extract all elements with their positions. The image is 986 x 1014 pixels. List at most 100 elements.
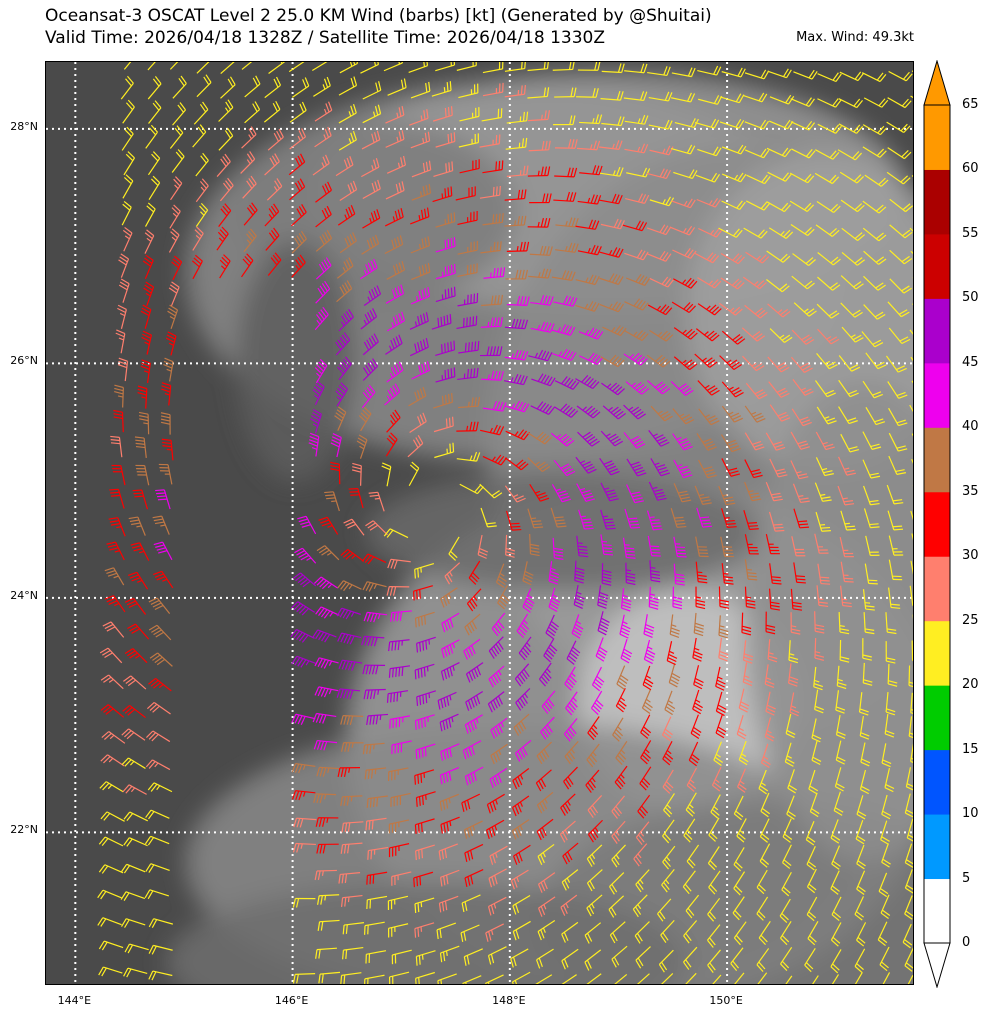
wind-barb	[314, 657, 339, 669]
wind-barb	[881, 743, 892, 768]
wind-barb	[482, 62, 504, 74]
wind-barb	[864, 563, 878, 585]
wind-barb	[552, 115, 576, 126]
wind-barb	[455, 186, 476, 201]
wind-barb	[624, 63, 648, 74]
wind-barb	[385, 181, 405, 200]
wind-barb	[148, 100, 162, 124]
wind-barb	[671, 198, 696, 209]
wind-barb	[578, 509, 594, 530]
wind-barb	[314, 686, 339, 698]
wind-barb	[244, 75, 261, 98]
wind-barb	[793, 508, 810, 529]
wind-barb	[387, 78, 407, 96]
colorbar-under-arrow	[923, 942, 951, 988]
wind-barb	[587, 819, 603, 843]
wind-barb	[584, 949, 602, 971]
wind-barb	[528, 268, 552, 279]
wind-barb	[814, 611, 825, 634]
wind-barb	[288, 153, 306, 176]
wind-barb	[841, 227, 866, 241]
wind-barb	[880, 894, 891, 919]
wind-barb	[758, 920, 771, 946]
wind-barb	[433, 416, 454, 433]
wind-barb	[562, 842, 579, 865]
wind-barb	[792, 379, 814, 396]
wind-barb	[513, 713, 530, 736]
wind-barb	[759, 843, 771, 868]
wind-barb	[856, 844, 866, 870]
wind-barb	[120, 891, 146, 901]
wind-barb	[817, 123, 842, 134]
wind-barb	[97, 917, 122, 927]
wind-barb	[388, 639, 410, 652]
wind-barb	[416, 690, 437, 707]
wind-barb	[788, 663, 799, 687]
wind-barb	[814, 380, 836, 398]
wind-barb	[458, 340, 480, 354]
wind-barb	[886, 484, 904, 505]
wind-barb	[148, 624, 172, 641]
wind-barb	[815, 511, 831, 532]
wind-barb	[437, 973, 457, 984]
wind-barb	[122, 704, 146, 719]
wind-barb	[886, 171, 911, 185]
wind-barb	[337, 205, 356, 226]
wind-barb	[121, 757, 146, 769]
wind-barb	[98, 966, 123, 977]
wind-barb	[339, 180, 358, 202]
wind-barb	[504, 400, 530, 413]
wind-barb	[482, 82, 504, 97]
colorbar-bin	[924, 556, 950, 622]
wind-barb	[564, 741, 579, 765]
wind-barb	[910, 560, 913, 575]
wind-barb	[145, 759, 171, 771]
wind-barb	[718, 615, 729, 639]
wind-barb	[816, 352, 838, 370]
wind-barb	[856, 795, 867, 820]
wind-barb	[267, 128, 284, 151]
wind-barb	[364, 921, 385, 935]
wind-barb	[411, 262, 431, 281]
wind-barb	[733, 921, 747, 946]
wind-barb	[609, 921, 626, 944]
wind-barb	[338, 308, 354, 332]
wind-barb	[512, 894, 531, 915]
wind-barb	[552, 348, 577, 361]
wind-barb	[718, 586, 730, 609]
wind-barb	[388, 819, 410, 834]
wind-barb	[885, 692, 896, 716]
wind-barb	[431, 313, 452, 330]
wind-barb	[435, 62, 456, 72]
wind-barb	[781, 871, 792, 897]
wind-barb	[148, 944, 173, 955]
wind-barb	[315, 181, 333, 203]
wind-barb	[756, 948, 770, 972]
wind-barb	[160, 412, 171, 435]
wind-barb	[220, 76, 236, 99]
wind-barb	[137, 385, 148, 409]
wind-barb	[561, 921, 579, 943]
wind-barb	[579, 114, 603, 125]
wind-barb	[387, 558, 411, 569]
wind-barb	[599, 301, 625, 313]
wind-barb	[715, 713, 727, 739]
wind-barb	[906, 818, 913, 842]
wind-barb	[809, 792, 820, 818]
wind-barb	[342, 946, 364, 960]
wind-barb	[764, 664, 775, 688]
wind-barb	[673, 356, 698, 371]
wind-barb	[694, 485, 712, 505]
wind-barb	[721, 381, 744, 398]
colorbar-tick-label: 15	[962, 741, 979, 757]
wind-barb	[642, 665, 654, 691]
wind-barb	[98, 864, 124, 874]
wind-barb	[315, 947, 337, 959]
wind-barb	[514, 663, 530, 687]
wind-barb	[574, 560, 585, 584]
wind-barb	[490, 743, 508, 765]
wind-barb	[169, 62, 179, 70]
wind-barb	[218, 127, 234, 151]
wind-barb	[292, 572, 317, 588]
wind-barb	[636, 973, 650, 984]
